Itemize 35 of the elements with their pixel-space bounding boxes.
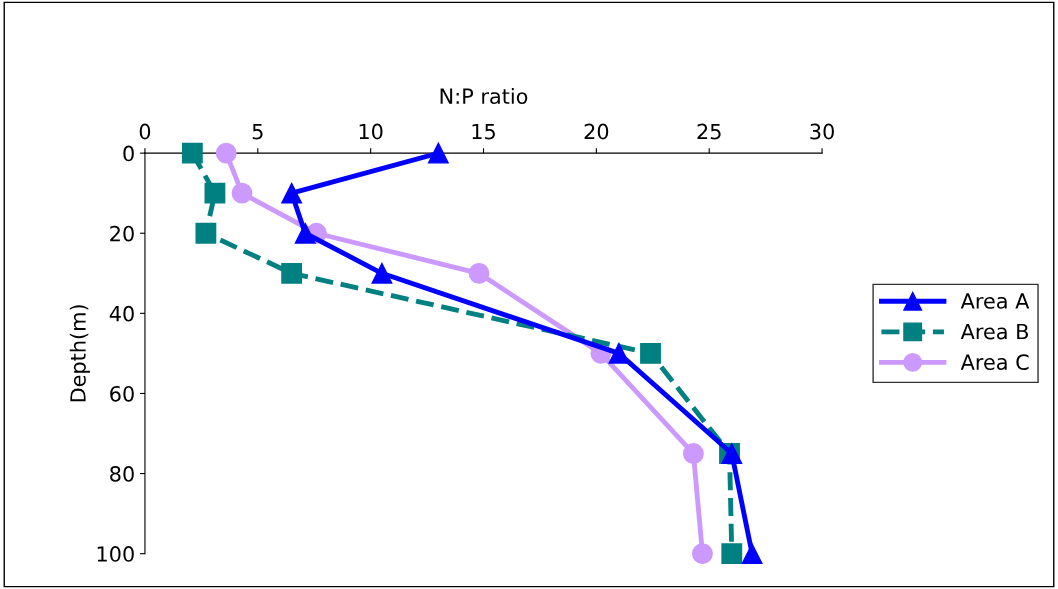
- legend-label: Area A: [960, 293, 1030, 309]
- point: [640, 342, 661, 364]
- y-tick-label: 20: [110, 225, 134, 242]
- y-tick-label: 80: [110, 466, 134, 482]
- point: [682, 443, 704, 464]
- x-tick-label: 25: [697, 123, 721, 140]
- point: [427, 142, 449, 164]
- point: [281, 262, 303, 284]
- point: [215, 142, 237, 164]
- y-tick-label: 100: [97, 546, 134, 562]
- x-tick-label: 0: [139, 123, 151, 140]
- y-tick-label: 40: [109, 305, 134, 322]
- x-tick-label: 20: [584, 123, 609, 140]
- point: [181, 142, 203, 164]
- point: [281, 182, 303, 204]
- legend-label: Area B: [960, 323, 1028, 340]
- x-tick-label: 5: [252, 123, 263, 140]
- point: [468, 262, 490, 284]
- x-tick-label: 15: [472, 123, 495, 140]
- point: [294, 222, 316, 244]
- y-axis-title: Depth(m): [69, 305, 90, 402]
- point: [204, 182, 226, 204]
- x-tick-label: 10: [359, 123, 383, 140]
- legend-label: Area C: [960, 354, 1029, 370]
- point: [608, 342, 630, 364]
- point: [741, 543, 763, 565]
- y-tick-label: 0: [123, 145, 134, 162]
- x-axis-title: N:P ratio: [440, 87, 528, 105]
- point: [721, 543, 743, 565]
- point: [692, 543, 713, 565]
- y-tick-label: 60: [110, 385, 134, 402]
- x-tick-label: 30: [810, 123, 834, 140]
- point: [231, 182, 253, 204]
- point: [371, 262, 393, 284]
- point: [195, 222, 217, 244]
